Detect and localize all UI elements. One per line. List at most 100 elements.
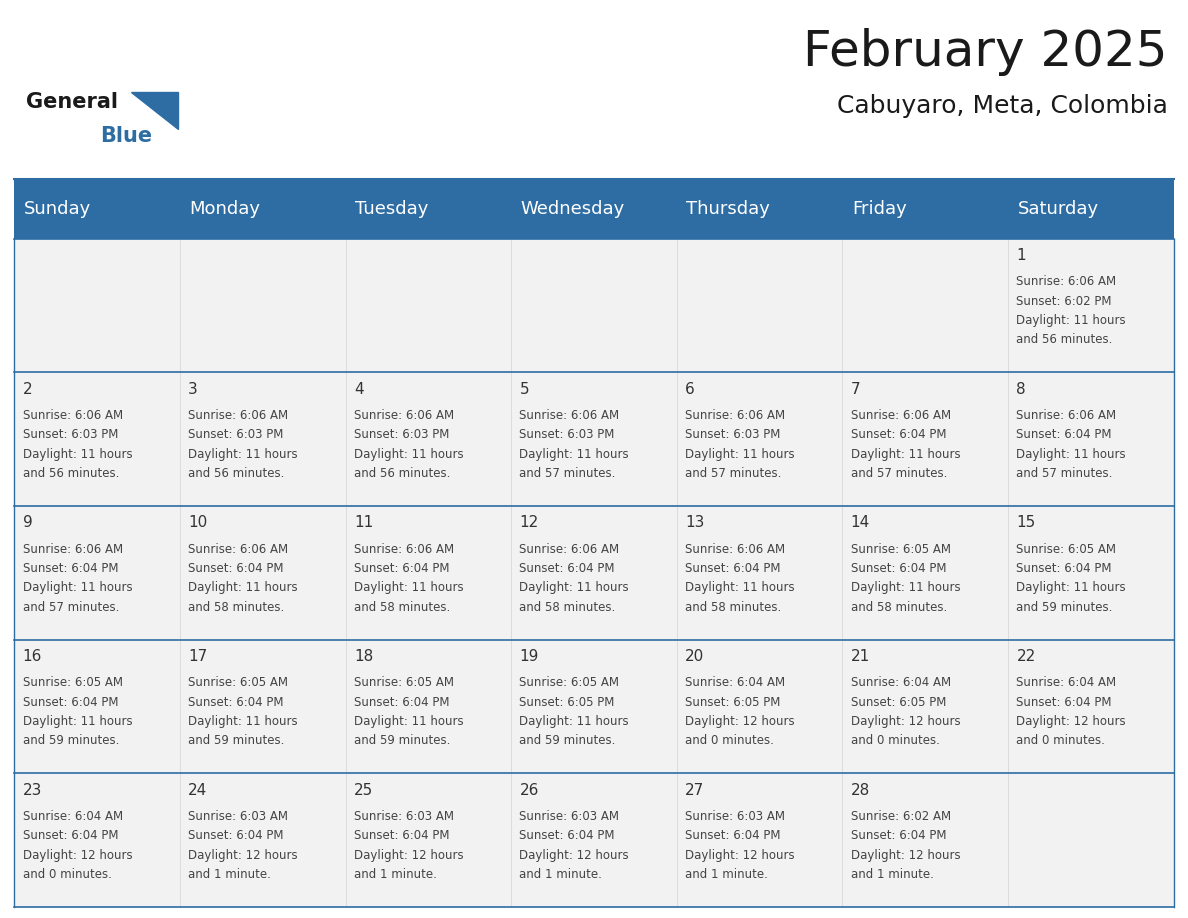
- Text: 18: 18: [354, 649, 373, 664]
- Text: 20: 20: [685, 649, 704, 664]
- Text: Sunrise: 6:02 AM: Sunrise: 6:02 AM: [851, 810, 950, 823]
- Text: Sunset: 6:04 PM: Sunset: 6:04 PM: [354, 562, 449, 575]
- Text: Sunset: 6:04 PM: Sunset: 6:04 PM: [685, 829, 781, 843]
- Text: Tuesday: Tuesday: [355, 200, 429, 218]
- Text: and 59 minutes.: and 59 minutes.: [188, 734, 285, 747]
- Text: 2: 2: [23, 382, 32, 397]
- Text: Wednesday: Wednesday: [520, 200, 625, 218]
- Text: 15: 15: [1017, 515, 1036, 531]
- Text: 12: 12: [519, 515, 538, 531]
- Text: and 57 minutes.: and 57 minutes.: [851, 467, 947, 480]
- Text: Sunrise: 6:06 AM: Sunrise: 6:06 AM: [851, 409, 950, 422]
- Text: Sunrise: 6:06 AM: Sunrise: 6:06 AM: [354, 409, 454, 422]
- Text: and 0 minutes.: and 0 minutes.: [685, 734, 775, 747]
- Text: Sunset: 6:04 PM: Sunset: 6:04 PM: [354, 829, 449, 843]
- Text: 10: 10: [188, 515, 208, 531]
- Text: 3: 3: [188, 382, 198, 397]
- Text: Sunrise: 6:06 AM: Sunrise: 6:06 AM: [1017, 409, 1117, 422]
- Text: Daylight: 11 hours: Daylight: 11 hours: [1017, 448, 1126, 461]
- Text: Sunset: 6:05 PM: Sunset: 6:05 PM: [851, 696, 946, 709]
- Text: and 59 minutes.: and 59 minutes.: [1017, 600, 1113, 613]
- Text: and 59 minutes.: and 59 minutes.: [519, 734, 615, 747]
- Text: Sunrise: 6:04 AM: Sunrise: 6:04 AM: [1017, 677, 1117, 689]
- Text: Daylight: 11 hours: Daylight: 11 hours: [685, 581, 795, 594]
- Text: Daylight: 12 hours: Daylight: 12 hours: [1017, 715, 1126, 728]
- Text: and 0 minutes.: and 0 minutes.: [1017, 734, 1105, 747]
- Text: 22: 22: [1017, 649, 1036, 664]
- Text: Cabuyaro, Meta, Colombia: Cabuyaro, Meta, Colombia: [836, 94, 1168, 118]
- Text: Sunset: 6:03 PM: Sunset: 6:03 PM: [685, 429, 781, 442]
- Text: and 56 minutes.: and 56 minutes.: [354, 467, 450, 480]
- Text: 4: 4: [354, 382, 364, 397]
- Text: Sunrise: 6:05 AM: Sunrise: 6:05 AM: [1017, 543, 1117, 555]
- Text: Sunrise: 6:04 AM: Sunrise: 6:04 AM: [685, 677, 785, 689]
- Text: Daylight: 11 hours: Daylight: 11 hours: [354, 581, 463, 594]
- Text: Daylight: 11 hours: Daylight: 11 hours: [519, 448, 630, 461]
- Text: Sunrise: 6:06 AM: Sunrise: 6:06 AM: [23, 409, 122, 422]
- Text: and 57 minutes.: and 57 minutes.: [685, 467, 782, 480]
- Text: Sunset: 6:04 PM: Sunset: 6:04 PM: [685, 562, 781, 575]
- Text: 9: 9: [23, 515, 32, 531]
- Text: Daylight: 12 hours: Daylight: 12 hours: [23, 848, 132, 862]
- Text: 1: 1: [1017, 248, 1026, 263]
- Text: Sunset: 6:03 PM: Sunset: 6:03 PM: [519, 429, 615, 442]
- Text: and 58 minutes.: and 58 minutes.: [188, 600, 284, 613]
- Bar: [14, 373, 1174, 506]
- Text: Sunset: 6:04 PM: Sunset: 6:04 PM: [519, 829, 615, 843]
- Text: 28: 28: [851, 782, 870, 798]
- Text: Saturday: Saturday: [1018, 200, 1099, 218]
- Text: Sunset: 6:04 PM: Sunset: 6:04 PM: [354, 696, 449, 709]
- Text: Sunrise: 6:06 AM: Sunrise: 6:06 AM: [188, 409, 289, 422]
- Text: Sunset: 6:04 PM: Sunset: 6:04 PM: [188, 562, 284, 575]
- Text: and 1 minute.: and 1 minute.: [851, 868, 934, 881]
- Text: 8: 8: [1017, 382, 1026, 397]
- Text: and 1 minute.: and 1 minute.: [188, 868, 271, 881]
- Text: Sunday: Sunday: [24, 200, 91, 218]
- Text: Sunrise: 6:04 AM: Sunrise: 6:04 AM: [23, 810, 122, 823]
- Text: Daylight: 11 hours: Daylight: 11 hours: [188, 581, 298, 594]
- Text: Sunrise: 6:06 AM: Sunrise: 6:06 AM: [519, 409, 620, 422]
- Text: Daylight: 11 hours: Daylight: 11 hours: [1017, 314, 1126, 327]
- Text: Sunrise: 6:05 AM: Sunrise: 6:05 AM: [188, 677, 289, 689]
- Text: Daylight: 11 hours: Daylight: 11 hours: [851, 581, 960, 594]
- Text: Daylight: 12 hours: Daylight: 12 hours: [188, 848, 298, 862]
- Text: Sunrise: 6:06 AM: Sunrise: 6:06 AM: [354, 543, 454, 555]
- Text: 19: 19: [519, 649, 539, 664]
- Text: Sunrise: 6:06 AM: Sunrise: 6:06 AM: [1017, 275, 1117, 288]
- Text: Daylight: 12 hours: Daylight: 12 hours: [685, 715, 795, 728]
- Text: and 1 minute.: and 1 minute.: [354, 868, 437, 881]
- Text: Sunset: 6:04 PM: Sunset: 6:04 PM: [23, 829, 118, 843]
- Text: Sunrise: 6:05 AM: Sunrise: 6:05 AM: [519, 677, 619, 689]
- Text: Daylight: 12 hours: Daylight: 12 hours: [851, 715, 960, 728]
- Text: 27: 27: [685, 782, 704, 798]
- Text: Daylight: 11 hours: Daylight: 11 hours: [685, 448, 795, 461]
- Text: Daylight: 11 hours: Daylight: 11 hours: [851, 448, 960, 461]
- Text: Daylight: 11 hours: Daylight: 11 hours: [23, 581, 132, 594]
- Bar: [14, 640, 1174, 773]
- Text: and 59 minutes.: and 59 minutes.: [23, 734, 119, 747]
- Text: Daylight: 11 hours: Daylight: 11 hours: [188, 448, 298, 461]
- Text: Daylight: 12 hours: Daylight: 12 hours: [519, 848, 630, 862]
- Text: Sunrise: 6:06 AM: Sunrise: 6:06 AM: [519, 543, 620, 555]
- Text: and 56 minutes.: and 56 minutes.: [23, 467, 119, 480]
- Text: Sunrise: 6:04 AM: Sunrise: 6:04 AM: [851, 677, 950, 689]
- Text: Sunset: 6:04 PM: Sunset: 6:04 PM: [1017, 696, 1112, 709]
- Text: 16: 16: [23, 649, 42, 664]
- Text: Sunset: 6:04 PM: Sunset: 6:04 PM: [1017, 562, 1112, 575]
- Text: 26: 26: [519, 782, 539, 798]
- Text: Sunrise: 6:06 AM: Sunrise: 6:06 AM: [685, 409, 785, 422]
- Text: General: General: [26, 92, 118, 112]
- Text: Sunrise: 6:06 AM: Sunrise: 6:06 AM: [23, 543, 122, 555]
- Text: Sunset: 6:05 PM: Sunset: 6:05 PM: [685, 696, 781, 709]
- Text: and 1 minute.: and 1 minute.: [519, 868, 602, 881]
- Text: and 57 minutes.: and 57 minutes.: [1017, 467, 1113, 480]
- Bar: [14, 239, 1174, 373]
- Text: 13: 13: [685, 515, 704, 531]
- Text: 17: 17: [188, 649, 208, 664]
- Text: Sunrise: 6:03 AM: Sunrise: 6:03 AM: [685, 810, 785, 823]
- Polygon shape: [131, 92, 178, 129]
- Text: Blue: Blue: [100, 126, 152, 146]
- Text: 6: 6: [685, 382, 695, 397]
- Text: Daylight: 12 hours: Daylight: 12 hours: [354, 848, 463, 862]
- Text: Daylight: 11 hours: Daylight: 11 hours: [519, 581, 630, 594]
